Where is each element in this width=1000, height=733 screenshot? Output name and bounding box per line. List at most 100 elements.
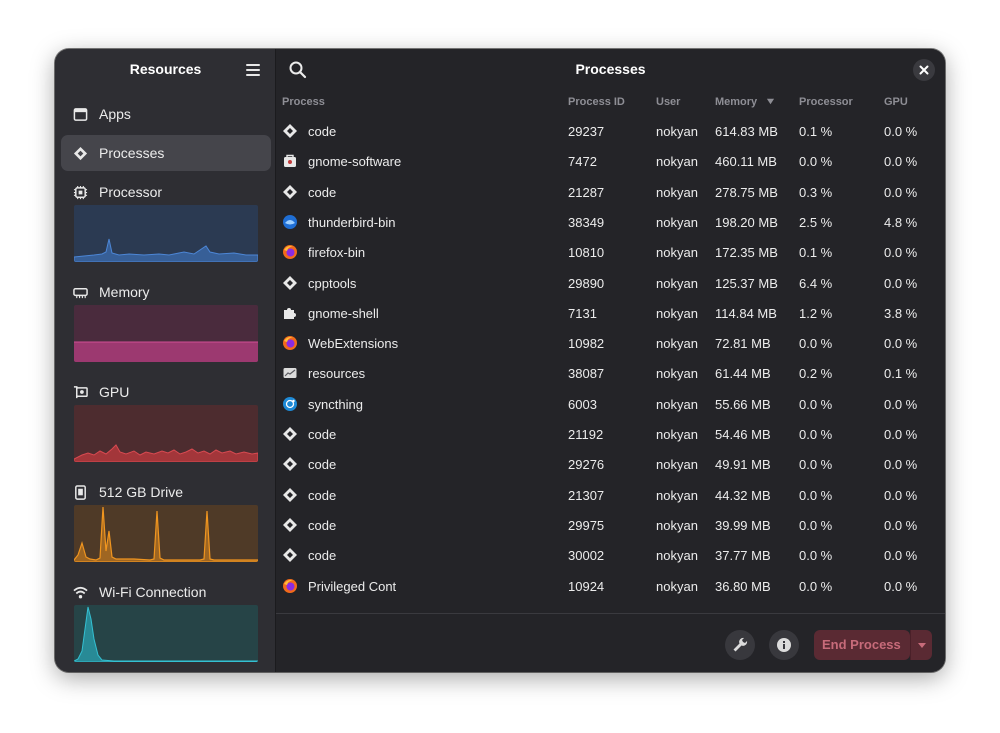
process-memory: 37.77 MB [715, 548, 771, 564]
process-user: nokyan [656, 427, 698, 442]
processes-panel: Processes Process Process ID User Memory… [276, 49, 945, 672]
sidebar-header: Resources [55, 49, 276, 91]
process-id: 38349 [568, 214, 605, 230]
process-memory: 125.37 MB [715, 275, 778, 291]
process-name: code [308, 427, 337, 442]
table-row[interactable]: code 29975 nokyan 39.99 MB 0.0 % 0.0 % [276, 510, 945, 540]
process-memory: 614.83 MB [715, 124, 778, 139]
sidebar-item-gpu[interactable]: GPU [61, 379, 271, 462]
sidebar-item-label: Processor [99, 184, 163, 200]
process-gpu: 0.0 % [884, 396, 918, 412]
process-cpu: 0.0 % [799, 336, 833, 352]
table-row[interactable]: gnome-software 7472 nokyan 460.11 MB 0.0 % 0.… [276, 146, 945, 176]
gpu-graph [74, 405, 258, 462]
sidebar-item-label: Memory [99, 284, 150, 300]
end-process-button[interactable]: End Process [814, 630, 910, 660]
footer-bar: End Process [276, 613, 945, 672]
column-header-pid[interactable]: Process ID [568, 96, 625, 108]
column-header-memory-label: Memory [715, 96, 758, 108]
process-memory: 54.46 MB [715, 427, 771, 442]
process-id: 29276 [568, 457, 605, 473]
hamburger-icon [246, 64, 260, 66]
hamburger-icon-bar [246, 69, 260, 71]
column-header-memory[interactable]: Memory [715, 96, 775, 108]
process-gpu: 3.8 % [884, 305, 918, 321]
process-gpu: 0.0 % [884, 517, 918, 533]
table-row[interactable]: WebExtensions 10982 nokyan 72.81 MB 0.0 % 0.0… [276, 328, 945, 358]
table-row[interactable]: syncthing 6003 nokyan 55.66 MB 0.0 % 0.0 % [276, 389, 945, 419]
process-gpu: 0.0 % [884, 245, 918, 261]
info-button[interactable] [769, 630, 799, 660]
close-icon [919, 65, 929, 75]
process-gpu: 0.1 % [884, 366, 918, 382]
menu-button[interactable] [242, 59, 264, 81]
table-row[interactable]: code 21192 nokyan 54.46 MB 0.0 % 0.0 % [276, 419, 945, 449]
process-name: code [308, 548, 337, 564]
process-id: 7131 [568, 305, 597, 321]
column-header-process[interactable]: Process [282, 96, 325, 108]
vscode-icon [282, 547, 298, 563]
process-cpu: 0.0 % [799, 457, 833, 473]
chevron-down-icon [918, 643, 926, 648]
process-user: nokyan [656, 548, 698, 564]
process-cpu: 6.4 % [799, 275, 833, 291]
sidebar-item-apps[interactable]: Apps [61, 96, 271, 132]
process-name: gnome-software [308, 154, 402, 170]
sidebar-item-memory[interactable]: Memory [61, 279, 271, 362]
table-row[interactable]: cpptools 29890 nokyan 125.37 MB 6.4 % 0.0 % [276, 268, 945, 298]
process-user: nokyan [656, 396, 698, 412]
process-user: nokyan [656, 366, 698, 382]
process-gpu: 0.0 % [884, 154, 918, 170]
close-button[interactable] [913, 59, 935, 81]
options-button[interactable] [725, 630, 755, 660]
process-memory: 61.44 MB [715, 366, 771, 382]
table-row[interactable]: firefox-bin 10810 nokyan 172.35 MB 0.1 % 0.0 … [276, 237, 945, 267]
vscode-icon [282, 487, 298, 503]
table-row[interactable]: thunderbird-bin 38349 nokyan 198.20 MB 2.5 %… [276, 207, 945, 237]
sidebar-item-processor[interactable]: Processor [61, 179, 271, 262]
process-cpu: 1.2 % [799, 305, 833, 321]
process-user: nokyan [656, 184, 698, 200]
wrench-icon [733, 637, 748, 652]
vscode-icon [282, 456, 298, 472]
sidebar-item-processes[interactable]: Processes [61, 135, 271, 171]
end-process-menu-button[interactable] [910, 630, 932, 660]
table-row[interactable]: Privileged Cont 10924 nokyan 36.80 MB 0.0 % 0… [276, 571, 945, 601]
column-header-user[interactable]: User [656, 96, 681, 108]
puzzle-icon [282, 305, 298, 321]
process-id: 30002 [568, 548, 605, 564]
table-row[interactable]: code 21307 nokyan 44.32 MB 0.0 % 0.0 % [276, 480, 945, 510]
process-cpu: 0.0 % [799, 517, 833, 533]
table-row[interactable]: gnome-shell 7131 nokyan 114.84 MB 1.2 % 3.8 % [276, 298, 945, 328]
table-row[interactable]: code 29237 nokyan 614.83 MB 0.1 % 0.0 % [276, 116, 945, 146]
table-row[interactable]: code 29276 nokyan 49.91 MB 0.0 % 0.0 % [276, 449, 945, 479]
syncthing-icon [282, 396, 298, 412]
sidebar-title: Resources [129, 61, 202, 77]
column-header-gpu[interactable]: GPU [884, 96, 908, 108]
page-title: Processes [575, 61, 646, 77]
table-row[interactable]: code 30002 nokyan 37.77 MB 0.0 % 0.0 % [276, 540, 945, 570]
process-gpu: 0.0 % [884, 578, 918, 594]
process-gpu: 0.0 % [884, 184, 918, 200]
process-user: nokyan [656, 154, 698, 170]
process-memory: 55.66 MB [715, 396, 771, 412]
table-row[interactable]: resources 38087 nokyan 61.44 MB 0.2 % 0.1 % [276, 358, 945, 388]
drive-graph [74, 505, 258, 562]
memory-graph [74, 305, 258, 362]
process-name: WebExtensions [308, 336, 399, 352]
process-user: nokyan [656, 578, 698, 594]
sidebar-item-drive[interactable]: 512 GB Drive [61, 479, 271, 562]
process-name: firefox-bin [308, 245, 366, 261]
process-memory: 39.99 MB [715, 517, 771, 533]
process-gpu: 0.0 % [884, 457, 918, 473]
process-user: nokyan [656, 517, 698, 533]
sidebar-item-wifi[interactable]: Wi-Fi Connection [61, 579, 271, 662]
process-user: nokyan [656, 305, 698, 321]
processor-graph [74, 205, 258, 262]
process-memory: 44.32 MB [715, 487, 771, 503]
column-header-processor[interactable]: Processor [799, 96, 853, 108]
process-id: 6003 [568, 396, 597, 412]
search-button[interactable] [288, 60, 308, 80]
table-row[interactable]: code 21287 nokyan 278.75 MB 0.3 % 0.0 % [276, 177, 945, 207]
vscode-icon [282, 184, 298, 200]
